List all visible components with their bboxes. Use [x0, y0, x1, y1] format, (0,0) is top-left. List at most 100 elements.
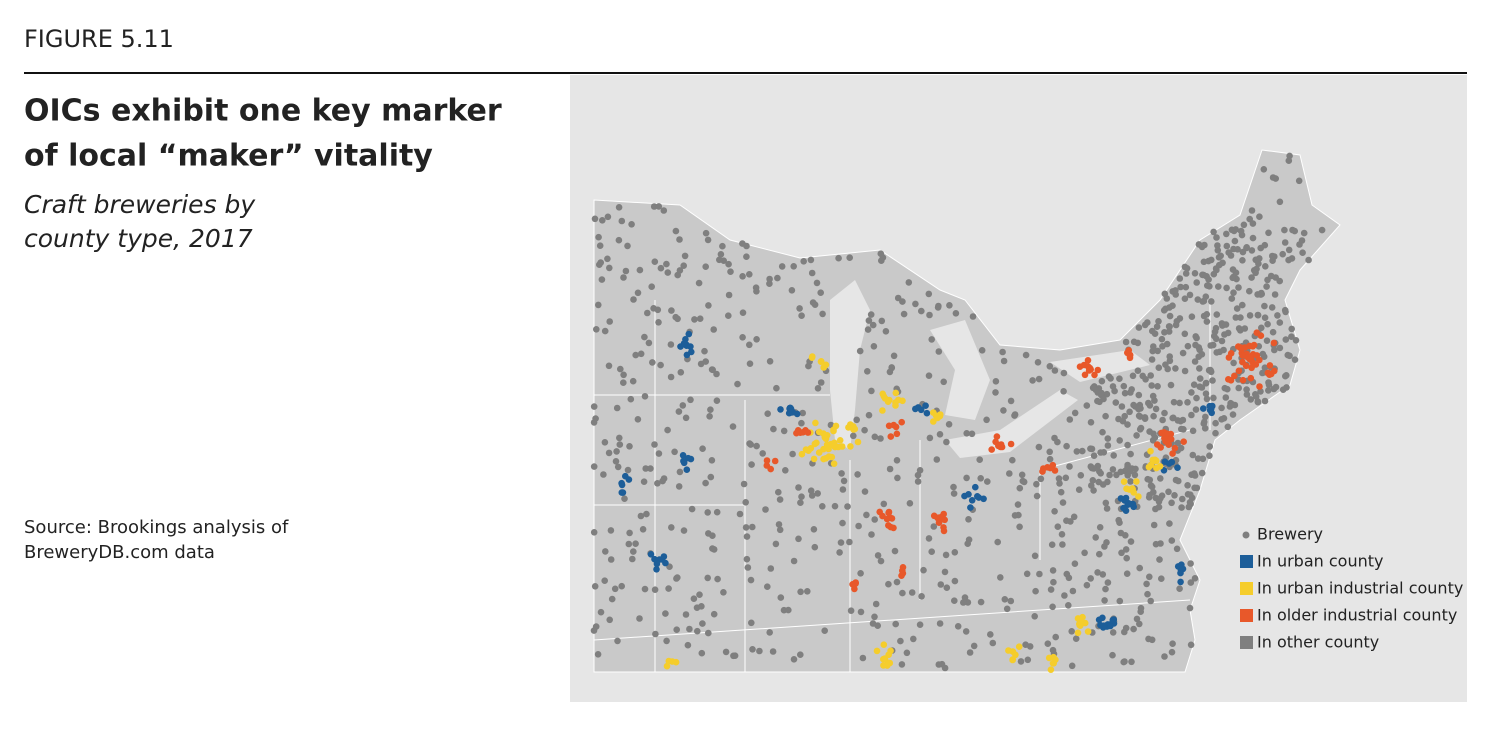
brewery-dot	[1264, 320, 1271, 328]
brewery-dot	[725, 260, 732, 268]
brewery-dot	[885, 509, 892, 517]
brewery-dot	[651, 586, 659, 593]
brewery-dot	[1045, 654, 1053, 662]
brewery-dot	[1155, 503, 1163, 511]
brewery-dot	[1178, 561, 1185, 568]
brewery-dot	[836, 437, 844, 444]
brewery-dot	[1191, 270, 1199, 277]
brewery-dot	[1223, 284, 1230, 292]
brewery-dot	[1196, 365, 1203, 372]
brewery-dot	[1104, 442, 1112, 449]
brewery-dot	[1298, 237, 1306, 244]
brewery-dot	[764, 410, 771, 418]
brewery-dot	[1269, 174, 1277, 181]
brewery-dot	[1035, 375, 1043, 383]
brewery-dot	[874, 622, 881, 629]
brewery-dot	[1144, 319, 1151, 326]
brewery-dot	[1074, 629, 1082, 637]
brewery-dot	[1095, 616, 1103, 624]
brewery-dot	[742, 499, 749, 506]
brewery-dot	[1128, 658, 1135, 666]
brewery-dot	[1178, 504, 1185, 511]
brewery-dot	[1268, 304, 1276, 311]
brewery-dot	[891, 547, 899, 555]
brewery-dot	[861, 426, 868, 434]
brewery-dot	[1130, 625, 1137, 633]
brewery-dot	[868, 387, 875, 395]
breweries	[590, 152, 1326, 673]
brewery-dot	[918, 307, 925, 315]
brewery-dot	[1068, 628, 1075, 635]
brewery-dot	[1274, 312, 1281, 319]
brewery-dot	[928, 336, 935, 343]
brewery-dot	[651, 555, 658, 563]
brewery-dot	[1059, 541, 1066, 548]
brewery-dot	[766, 358, 774, 365]
brewery-dot	[637, 350, 645, 358]
brewery-dot	[1218, 337, 1226, 345]
brewery-dot	[705, 530, 712, 537]
brewery-dot	[1089, 477, 1097, 484]
brewery-dot	[710, 610, 718, 618]
brewery-dot	[809, 299, 817, 306]
brewery-dot	[1182, 270, 1190, 277]
brewery-dot	[1110, 452, 1117, 459]
brewery-dot	[799, 409, 806, 417]
brewery-dot	[942, 551, 950, 559]
brewery-dot	[850, 432, 857, 440]
brewery-dot	[1017, 658, 1025, 665]
brewery-dot	[807, 256, 815, 264]
brewery-dot	[879, 407, 886, 414]
brewery-dot	[1135, 405, 1142, 413]
brewery-dot	[673, 575, 680, 582]
brewery-dot	[1029, 377, 1036, 384]
brewery-dot	[1232, 314, 1240, 321]
brewery-dot	[1239, 352, 1246, 359]
brewery-dot	[1177, 569, 1184, 577]
brewery-dot	[892, 389, 900, 397]
brewery-dot	[1151, 330, 1159, 338]
brewery-dot	[1058, 531, 1066, 538]
brewery-dot	[936, 431, 944, 438]
brewery-dot	[739, 334, 746, 341]
brewery-dot	[926, 434, 934, 442]
brewery-dot	[1223, 230, 1230, 238]
figure-label: FIGURE 5.11	[24, 25, 174, 53]
brewery-dot	[1209, 377, 1216, 384]
brewery-dot	[647, 551, 655, 558]
brewery-dot	[1109, 616, 1117, 624]
legend-label: In older industrial county	[1257, 606, 1457, 625]
brewery-dot	[790, 263, 797, 270]
brewery-dot	[1145, 463, 1153, 471]
brewery-dot	[1181, 367, 1189, 375]
brewery-dot	[653, 566, 660, 573]
brewery-dot	[928, 548, 935, 555]
brewery-dot	[680, 340, 688, 347]
brewery-dot	[861, 488, 869, 495]
brewery-dot	[1135, 324, 1143, 331]
brewery-dot	[1009, 656, 1016, 663]
brewery-dot	[898, 661, 906, 668]
brewery-dot	[941, 568, 949, 576]
brewery-dot	[1137, 608, 1144, 615]
brewery-dot	[634, 289, 642, 297]
brewery-dot	[1222, 321, 1230, 328]
brewery-dot	[753, 336, 760, 343]
brewery-dot	[880, 500, 888, 508]
brewery-dot	[797, 651, 804, 658]
lakes	[830, 280, 1150, 458]
brewery-dot	[622, 267, 630, 275]
brewery-dot	[999, 348, 1006, 356]
brewery-dot	[1288, 255, 1296, 262]
brewery-dot	[943, 438, 950, 446]
brewery-dot	[1289, 226, 1296, 234]
brewery-dot	[899, 589, 906, 597]
brewery-dot	[965, 536, 973, 543]
brewery-dot	[705, 629, 712, 637]
brewery-dot	[607, 527, 615, 534]
brewery-dot	[1049, 567, 1057, 574]
brewery-dot	[606, 264, 613, 272]
brewery-dot	[643, 510, 650, 518]
brewery-dot	[1153, 457, 1160, 465]
brewery-dot	[883, 662, 891, 669]
